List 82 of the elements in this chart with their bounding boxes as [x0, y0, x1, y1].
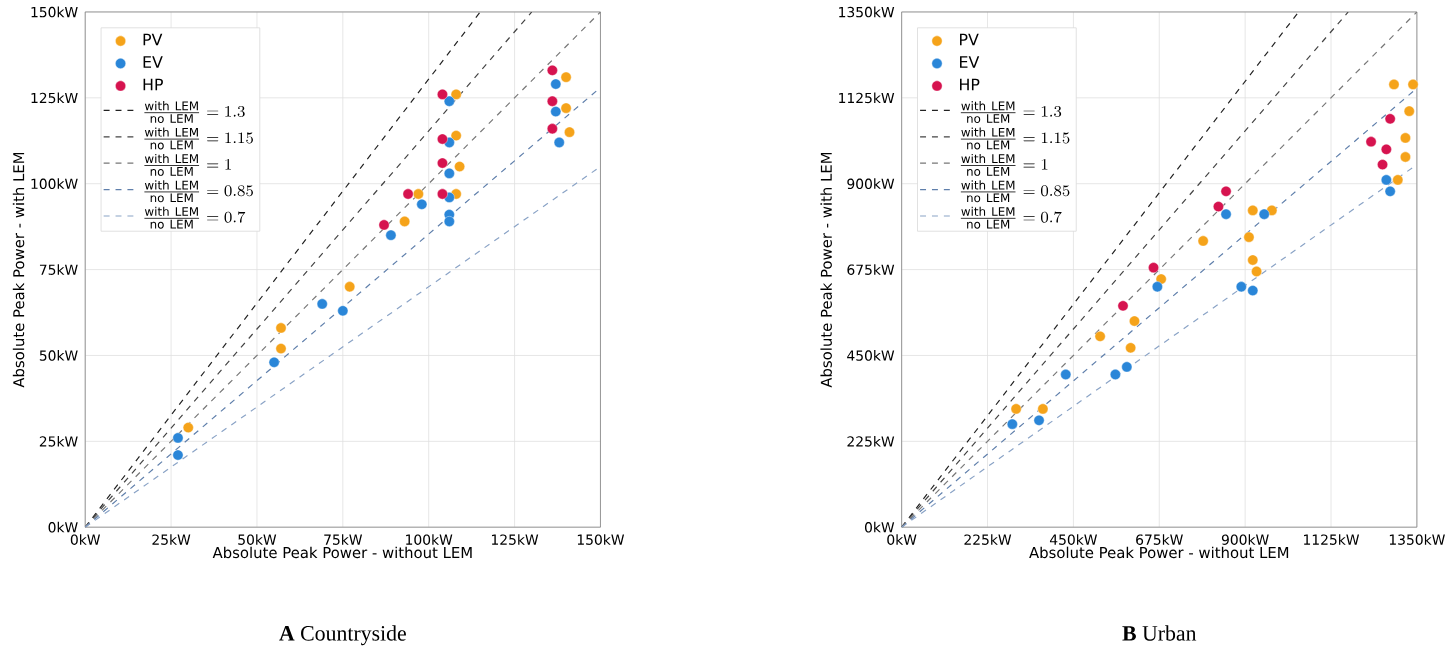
point — [1247, 254, 1259, 266]
point — [1377, 159, 1388, 170]
text: A Countryside — [279, 625, 406, 646]
point — [450, 130, 462, 141]
legend-label: $\frac{\mathrm{with\ LEM}}{\mathrm{no\ LEM}}=1.3$ — [960, 101, 1062, 124]
point — [454, 161, 465, 172]
point — [443, 95, 455, 107]
point — [337, 305, 349, 317]
point — [1258, 208, 1270, 220]
legend-label: $\frac{\mathrm{with\ LEM}}{\mathrm{no\ LEM}}=0.7$ — [144, 206, 246, 229]
point — [1247, 285, 1259, 296]
point — [275, 322, 287, 334]
point — [344, 281, 356, 293]
legend-label: $\frac{\mathrm{with\ LEM}}{\mathrm{no\ LEM}}=0.85$ — [144, 180, 253, 203]
point — [268, 356, 280, 368]
point — [1037, 403, 1049, 415]
point — [1148, 262, 1159, 274]
text: B Urban — [1122, 625, 1197, 641]
legend-label: $\frac{\mathrm{with\ LEM}}{\mathrm{no\ LEM}}=1.3$ — [144, 101, 245, 124]
point — [378, 219, 390, 231]
point — [1213, 201, 1224, 212]
point — [1251, 266, 1262, 277]
point — [172, 449, 184, 461]
point — [1094, 331, 1106, 342]
point — [1129, 315, 1140, 327]
legend-label: $\frac{\mathrm{with\ LEM}}{\mathrm{no\ LEM}}=0.7$ — [960, 206, 1062, 229]
point — [547, 65, 558, 76]
point — [450, 89, 462, 100]
point — [560, 71, 572, 83]
point — [1060, 369, 1072, 380]
point — [1197, 235, 1209, 247]
legend-label: $\frac{\mathrm{with\ LEM}}{\mathrm{no\ LEM}}=0.85$ — [960, 180, 1070, 203]
point — [550, 106, 562, 117]
point — [437, 188, 448, 200]
point — [1243, 231, 1255, 243]
point — [1117, 300, 1129, 312]
point — [443, 216, 455, 227]
point — [547, 123, 558, 135]
legend-label: $\frac{\mathrm{with\ LEM}}{\mathrm{no\ LEM}}=1$ — [144, 153, 231, 176]
point — [1403, 105, 1415, 117]
point — [402, 188, 414, 200]
point — [437, 133, 448, 145]
point — [1152, 281, 1163, 293]
point — [182, 422, 194, 433]
point — [560, 102, 572, 114]
point — [413, 188, 424, 200]
point — [1407, 79, 1419, 90]
point — [437, 89, 448, 100]
legend-label: $\frac{\mathrm{with\ LEM}}{\mathrm{no\ LEM}}=1.15$ — [960, 127, 1070, 150]
point — [1380, 144, 1392, 155]
point — [416, 198, 428, 210]
point — [1006, 418, 1018, 430]
point — [1384, 113, 1396, 125]
point — [550, 78, 562, 90]
point — [275, 343, 287, 354]
point — [1220, 208, 1232, 220]
point — [1400, 151, 1411, 163]
point — [1400, 132, 1411, 144]
point — [1121, 361, 1133, 373]
point — [1010, 403, 1022, 415]
point — [1365, 136, 1377, 148]
point — [399, 216, 410, 227]
point — [1392, 174, 1404, 186]
point — [437, 157, 448, 169]
legend-label: $\frac{\mathrm{with\ LEM}}{\mathrm{no\ LEM}}=1.15$ — [144, 127, 253, 150]
point — [1125, 342, 1136, 354]
point — [1220, 186, 1232, 197]
point — [172, 432, 184, 444]
point — [1235, 281, 1247, 293]
point — [553, 137, 565, 148]
point — [1388, 79, 1400, 90]
point — [1033, 415, 1045, 426]
point — [564, 126, 575, 138]
point — [1247, 205, 1259, 216]
point — [1380, 174, 1392, 186]
point — [547, 95, 558, 107]
legend-label: $\frac{\mathrm{with\ LEM}}{\mathrm{no\ LEM}}=1$ — [960, 153, 1048, 176]
point — [316, 298, 328, 310]
point — [1384, 186, 1396, 197]
point — [385, 229, 397, 241]
point — [443, 168, 455, 179]
point — [1110, 369, 1121, 380]
